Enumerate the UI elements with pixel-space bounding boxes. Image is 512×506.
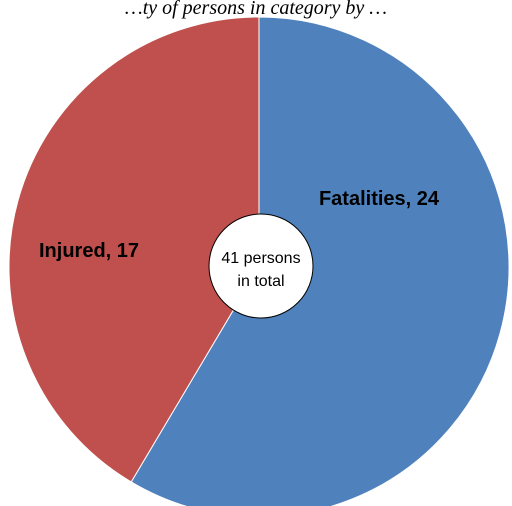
pie-slice-labels: Fatalities, 24 Injured, 17 (39, 188, 440, 262)
slice-label-fatalities: Fatalities, 24 (319, 188, 440, 210)
center-label-line1: 41 persons (221, 250, 300, 267)
pie-slices (8, 16, 510, 506)
slice-label-injured: Injured, 17 (39, 240, 139, 262)
pie-slice-fatalities (130, 16, 510, 506)
center-circle (208, 213, 314, 319)
chart-title: …ty of persons in category by … (125, 0, 387, 19)
pie-slice-injured (8, 16, 260, 483)
center-label-line2: in total (237, 273, 284, 290)
center-total-badge: 41 persons in total (208, 213, 314, 319)
